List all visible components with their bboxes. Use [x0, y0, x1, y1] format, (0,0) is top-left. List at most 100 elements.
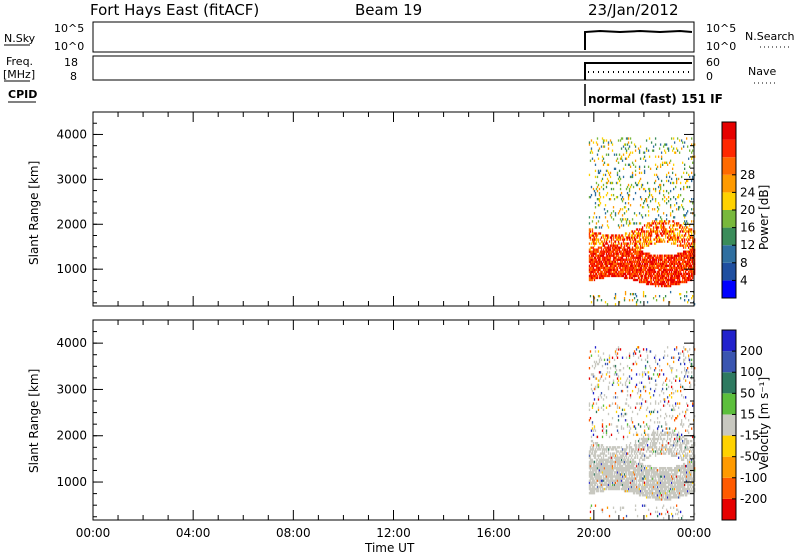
scatter-cell — [686, 185, 689, 189]
scatter-cell — [685, 272, 688, 276]
scatter-cell — [675, 254, 678, 257]
scatter-cell — [683, 369, 686, 372]
scatter-cell — [685, 266, 688, 270]
scatter-cell — [664, 236, 667, 239]
scatter-cell — [591, 483, 594, 487]
scatter-cell — [600, 508, 603, 512]
scatter-cell — [614, 212, 617, 215]
scatter-cell — [694, 270, 696, 274]
scatter-cell — [659, 477, 662, 480]
nsky-frame — [92, 21, 695, 53]
scatter-cell — [612, 262, 615, 265]
scatter-cell — [665, 272, 668, 276]
scatter-cell — [657, 402, 660, 405]
scatter-cell — [642, 268, 645, 272]
scatter-cell — [601, 252, 604, 255]
scatter-cell — [627, 456, 630, 459]
scatter-cell — [627, 155, 630, 158]
scatter-cell — [681, 141, 684, 144]
scatter-cell — [635, 491, 638, 495]
scatter-cell — [625, 477, 628, 480]
scatter-cell — [589, 462, 592, 466]
scatter-cell — [670, 254, 673, 257]
scatter-cell — [619, 466, 622, 470]
scatter-cell — [669, 197, 672, 201]
scatter-cell — [674, 234, 677, 237]
scatter-cell — [606, 485, 609, 489]
scatter-cell — [636, 475, 639, 478]
scatter-cell — [651, 262, 654, 265]
scatter-cell — [620, 450, 623, 453]
scatter-cell — [661, 387, 664, 391]
scatter-cell — [628, 244, 631, 247]
scatter-cell — [659, 165, 662, 168]
scatter-cell — [588, 479, 591, 482]
scatter-cell — [673, 278, 676, 282]
scatter-cell — [600, 250, 603, 253]
scatter-cell — [674, 483, 677, 487]
scatter-cell — [629, 242, 632, 245]
scatter-cell — [664, 479, 667, 482]
scatter-cell — [602, 475, 605, 478]
scatter-cell — [665, 197, 668, 201]
scatter-cell — [673, 204, 676, 207]
scatter-cell — [631, 362, 634, 366]
scatter-cell — [682, 358, 685, 362]
scatter-cell — [597, 408, 600, 412]
scatter-cell — [656, 206, 659, 209]
scatter-cell — [682, 228, 685, 231]
scatter-cell — [660, 448, 663, 451]
scatter-cell — [687, 276, 690, 280]
scatter-cell — [622, 485, 625, 489]
scatter-cell — [694, 254, 696, 257]
scatter-cell — [667, 220, 670, 223]
scatter-cell — [598, 147, 601, 150]
scatter-cell — [597, 197, 600, 201]
scatter-cell — [646, 276, 649, 280]
scatter-cell — [623, 242, 626, 245]
scatter-cell — [663, 473, 666, 476]
scatter-cell — [605, 448, 608, 451]
scatter-cell — [655, 226, 658, 229]
scatter-cell — [666, 362, 669, 366]
scatter-cell — [659, 408, 662, 412]
scatter-cell — [621, 469, 624, 472]
scatter-cell — [594, 350, 597, 353]
scatter-cell — [628, 193, 631, 197]
scatter-cell — [678, 466, 681, 470]
scatter-cell — [626, 389, 629, 393]
scatter-cell — [671, 262, 674, 265]
scatter-cell — [631, 458, 634, 462]
scatter-cell — [635, 264, 638, 268]
scatter-cell — [683, 481, 686, 484]
scatter-cell — [667, 149, 670, 152]
scatter-cell — [634, 473, 637, 476]
scatter-cell — [617, 477, 620, 480]
scatter-cell — [651, 274, 654, 278]
scatter-cell — [644, 489, 647, 493]
scatter-cell — [662, 299, 665, 302]
scatter-cell — [668, 379, 671, 382]
scatter-cell — [594, 202, 597, 205]
scatter-cell — [678, 224, 681, 227]
scatter-cell — [590, 266, 593, 270]
scatter-cell — [635, 444, 638, 447]
scatter-cell — [646, 270, 649, 274]
scatter-cell — [656, 254, 659, 257]
scatter-cell — [600, 406, 603, 409]
scatter-cell — [663, 143, 666, 146]
scatter-cell — [629, 485, 632, 489]
scatter-cell — [608, 471, 611, 474]
scatter-cell — [668, 232, 671, 235]
scatter-cell — [649, 262, 652, 265]
scatter-cell — [644, 444, 647, 447]
scatter-cell — [631, 292, 634, 296]
scatter-cell — [673, 437, 676, 441]
scatter-cell — [654, 366, 657, 370]
scatter-cell — [672, 433, 675, 437]
scatter-cell — [672, 278, 675, 282]
scatter-cell — [607, 452, 610, 455]
scatter-cell — [608, 479, 611, 482]
scatter-cell — [636, 262, 639, 265]
scatter-cell — [660, 446, 663, 449]
